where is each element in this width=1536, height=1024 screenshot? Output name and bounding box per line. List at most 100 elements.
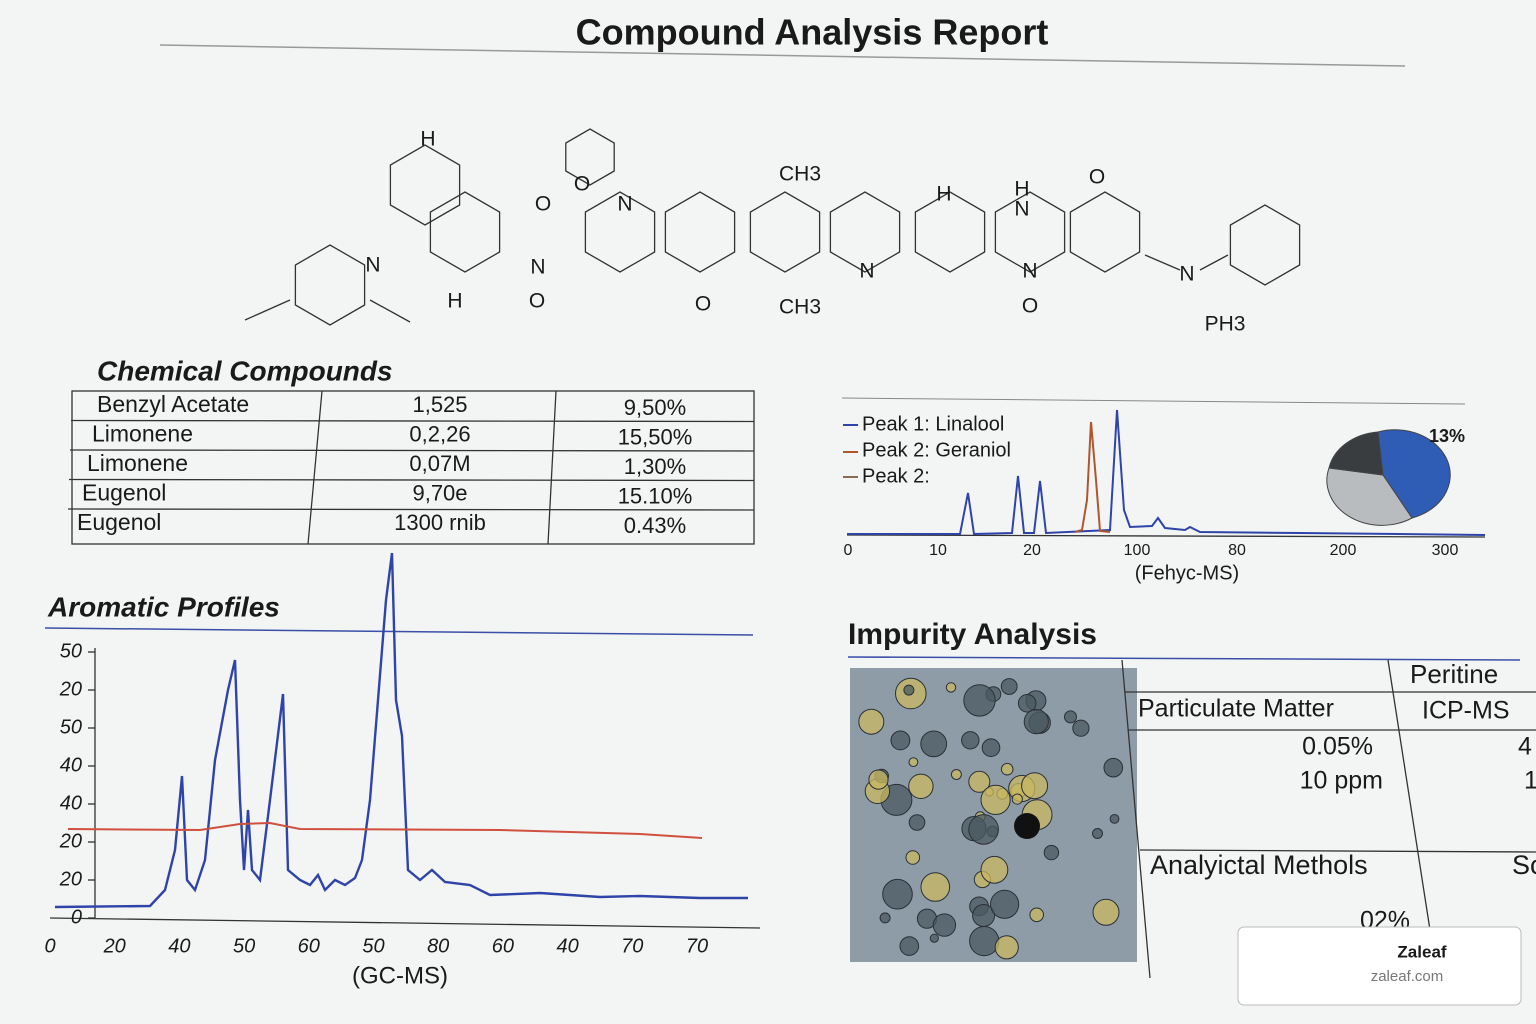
cell (1064, 710, 1077, 724)
cell (1014, 813, 1040, 839)
impurity-table: Peritine Particulate Matter ICP-MS 0.05%… (1121, 659, 1536, 979)
table-cell: Eugenol (82, 480, 166, 506)
y-tick-label: 40 (60, 754, 82, 776)
cell (1072, 719, 1090, 737)
col-line (547, 390, 557, 545)
col-line (307, 390, 323, 545)
atom: O (695, 293, 711, 316)
title-rule (159, 44, 1406, 67)
atom: O (1089, 166, 1105, 189)
x-axis-label: (GC-MS) (352, 962, 448, 989)
cell (1029, 907, 1044, 923)
cell (963, 684, 996, 717)
table-cell: 10 ppm (1300, 767, 1383, 795)
legend-label: Peak 1: Linalool (862, 413, 1004, 435)
x-tick-label: 0 (844, 542, 853, 559)
ring (914, 191, 986, 273)
cell (1092, 828, 1103, 839)
x-tick-label: 20 (103, 935, 126, 957)
cell (879, 912, 891, 924)
cell (890, 730, 911, 751)
bond (1199, 254, 1229, 271)
table-cell: Benzyl Acetate (97, 391, 249, 417)
atom: CH3 (779, 296, 821, 319)
y-tick-label: 20 (59, 830, 82, 852)
table-cell: 9,50% (624, 395, 686, 420)
watermark-box (1237, 926, 1522, 1006)
ring (829, 191, 901, 273)
cell (961, 731, 980, 750)
cell (980, 855, 1009, 884)
table-cell: 1,525 (412, 392, 467, 417)
section-rule (847, 656, 1521, 661)
atom: O (574, 173, 590, 196)
cell (980, 784, 1011, 816)
cell (1021, 772, 1049, 800)
table-cell: ICP-MS (1422, 697, 1510, 725)
cell (905, 850, 921, 865)
table-cell: Analyictal Methols (1150, 850, 1368, 880)
x-tick-label: 50 (233, 935, 255, 957)
watermark-name: Zaleaf (1397, 942, 1446, 961)
ring (565, 128, 615, 186)
ring (294, 244, 366, 326)
y-tick-label: 20 (59, 868, 82, 890)
atom: N (1179, 263, 1194, 286)
cell (920, 730, 948, 758)
table-cell: 1 (1524, 767, 1536, 795)
x-tick-label: 300 (1432, 542, 1459, 559)
row-line (68, 478, 755, 482)
bond (1144, 254, 1181, 271)
x-tick-label: 10 (929, 542, 947, 559)
cell (1011, 793, 1023, 805)
cell (1023, 709, 1049, 735)
cell (945, 682, 957, 693)
atom: H (420, 128, 435, 151)
x-axis (49, 917, 761, 929)
table-cell: 0.43% (624, 513, 686, 538)
cell (990, 889, 1020, 919)
table-cell: Particulate Matter (1138, 695, 1334, 723)
atom: H (1014, 178, 1029, 201)
cell (908, 757, 919, 767)
cell (868, 769, 889, 790)
cell (1103, 757, 1124, 778)
y-tick-label: 20 (59, 678, 82, 700)
section-title: Impurity Analysis (848, 618, 1097, 651)
atom: N (365, 254, 380, 277)
atom: N (1014, 198, 1029, 221)
row-line (69, 449, 755, 452)
row-line (67, 508, 755, 511)
cell (929, 933, 939, 943)
table-cell: 15.10% (618, 483, 693, 508)
table-header: Peritine (1410, 659, 1498, 689)
table-cell: 0,2,26 (409, 421, 470, 446)
watermark-url: zaleaf.com (1371, 968, 1444, 985)
row-line (70, 419, 755, 423)
table-cell: Limonene (92, 421, 193, 447)
x-tick-label: 200 (1330, 542, 1357, 559)
y-tick-label: 50 (60, 640, 82, 662)
col-line (1121, 659, 1151, 979)
micrograph (850, 668, 1137, 962)
pie-slice (1326, 467, 1413, 526)
row-line (1139, 849, 1536, 853)
x-axis (846, 534, 1486, 538)
x-tick-label: 40 (168, 935, 190, 957)
bond (369, 299, 411, 323)
ring (1229, 204, 1301, 286)
atom: O (529, 290, 545, 313)
x-tick-label: 80 (1228, 542, 1246, 559)
ring (389, 144, 461, 226)
bond (244, 299, 291, 321)
cell (950, 769, 962, 780)
x-tick-label: 40 (556, 935, 578, 957)
ring (429, 191, 501, 273)
ring (749, 191, 821, 273)
atom: H (936, 183, 951, 206)
cell (932, 913, 957, 937)
atom: O (535, 193, 551, 216)
legend-label: Peak 2: (862, 465, 930, 487)
ring (994, 191, 1066, 273)
